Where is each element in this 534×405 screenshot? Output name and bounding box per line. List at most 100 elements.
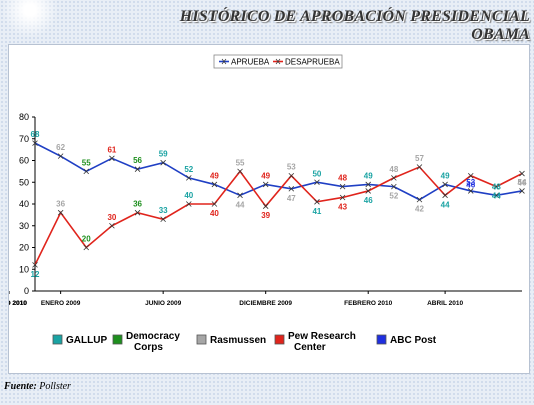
approve-data-label: 44 xyxy=(236,200,245,209)
disapprove-data-label: 53 xyxy=(287,163,296,172)
y-tick-label: 0 xyxy=(24,286,29,296)
disapprove-data-label: 36 xyxy=(133,200,142,209)
approve-data-label: 62 xyxy=(56,143,65,152)
legend-label-desaprueba: DESAPRUEBA xyxy=(285,58,340,67)
disapprove-marker xyxy=(288,172,295,179)
approve-data-label: 61 xyxy=(107,145,116,154)
legend-marker xyxy=(275,58,281,65)
disapprove-data-label: 46 xyxy=(364,196,373,205)
pollster-swatch-gallup xyxy=(52,334,63,345)
disapprove-marker xyxy=(467,172,474,179)
x-date-label: DICIEMBRE 2009 xyxy=(239,300,292,307)
disapprove-marker xyxy=(442,192,448,199)
disapprove-data-label: 55 xyxy=(236,158,245,167)
approve-data-label: 56 xyxy=(133,156,142,165)
approve-marker xyxy=(339,183,346,190)
approve-data-label: 53 xyxy=(466,178,475,187)
y-tick-label: 10 xyxy=(19,264,29,274)
y-tick-label: 60 xyxy=(19,156,29,166)
disapprove-data-label: 57 xyxy=(415,154,424,163)
disapprove-data-label: 46 xyxy=(518,179,527,188)
pollster-label-abc-post: ABC Post xyxy=(390,335,437,346)
approve-marker xyxy=(314,179,320,186)
y-tick-label: 80 xyxy=(19,112,29,122)
approve-marker xyxy=(288,185,295,192)
disapprove-data-label: 46 xyxy=(466,181,475,190)
disapprove-marker xyxy=(134,209,141,216)
approve-marker xyxy=(160,159,166,166)
disapprove-data-label: 48 xyxy=(389,165,398,174)
disapprove-data-label: 41 xyxy=(312,207,321,216)
pollster-label-pew-research-center: Pew Research Center xyxy=(288,331,356,353)
disapprove-data-label: 40 xyxy=(210,209,219,218)
pollster-label-gallup: GALLUP xyxy=(66,335,107,346)
approve-data-label: 49 xyxy=(441,171,450,180)
approve-marker xyxy=(32,140,38,146)
y-tick-label: 70 xyxy=(19,134,29,144)
disapprove-data-label: 39 xyxy=(261,211,270,220)
x-date-label: ENERO 2009 xyxy=(41,300,81,307)
approve-marker xyxy=(186,175,192,181)
disapprove-data-label: 36 xyxy=(56,200,65,209)
approve-marker xyxy=(211,181,218,188)
approve-data-label: 49 xyxy=(364,171,373,180)
approve-marker xyxy=(83,168,90,175)
disapprove-data-label: 44 xyxy=(492,192,501,201)
pollster-label-democracy-corps: Democracy Corps xyxy=(126,331,180,353)
approve-data-label: 47 xyxy=(287,194,296,203)
legend-label-aprueba: APRUEBA xyxy=(231,58,270,67)
approve-data-label: 49 xyxy=(261,171,270,180)
approve-data-label: 55 xyxy=(82,158,91,167)
approve-marker xyxy=(134,166,141,172)
disapprove-marker xyxy=(339,194,346,201)
x-date-label: FEBRERO 2010 xyxy=(344,300,392,307)
x-date-label: JUNIO 2009 xyxy=(145,300,182,307)
disapprove-marker xyxy=(57,209,64,216)
disapprove-data-label: 30 xyxy=(107,213,116,222)
approve-marker xyxy=(109,155,115,162)
approve-data-label: 42 xyxy=(415,205,424,214)
approve-marker xyxy=(467,188,474,194)
approve-marker xyxy=(519,188,525,194)
disapprove-data-label: 40 xyxy=(184,191,193,200)
chart-panel: 0 10 20 30 40 50 60 70 80 ENERO 2009 JUNIO 2009 DIC… xyxy=(8,44,530,374)
page-title: HISTÓRICO DE APROBACIÓN PRESIDENCIAL OBA… xyxy=(179,8,530,43)
disapprove-marker xyxy=(109,222,115,229)
approve-marker xyxy=(442,181,448,188)
source-value: Pollster xyxy=(39,381,71,392)
disapprove-marker xyxy=(365,188,371,194)
pollster-swatch-rasmussen xyxy=(196,334,207,345)
pollster-label-rasmussen: Rasmussen xyxy=(210,335,266,346)
disapprove-marker xyxy=(262,203,269,209)
approve-data-label: 68 xyxy=(31,130,40,139)
y-tick-label: 50 xyxy=(19,177,29,187)
decorative-star-glow xyxy=(0,0,60,40)
pollster-swatch-pew-research-center xyxy=(274,334,285,345)
x-date-label: JUNIO 2010 xyxy=(9,300,27,307)
approve-marker xyxy=(391,183,397,190)
disapprove-marker xyxy=(314,199,320,205)
y-tick-label: 30 xyxy=(19,221,29,231)
disapprove-data-label: 20 xyxy=(82,235,91,244)
approve-data-label: 59 xyxy=(159,150,168,159)
approval-chart: 0 10 20 30 40 50 60 70 80 ENERO 2009 JUNIO 2009 DIC… xyxy=(9,54,527,353)
y-tick-label: 40 xyxy=(19,199,29,209)
legend-marker xyxy=(221,58,227,65)
source-line: Fuente: Pollster xyxy=(4,381,71,392)
source-label: Fuente: xyxy=(4,381,37,392)
approve-marker xyxy=(57,153,64,159)
approve-marker xyxy=(365,181,371,188)
disapprove-series-line xyxy=(34,166,523,266)
approve-marker xyxy=(237,192,243,199)
disapprove-marker xyxy=(211,201,218,207)
disapprove-marker xyxy=(32,262,38,268)
disapprove-data-label: 43 xyxy=(338,202,347,211)
approve-data-label: 50 xyxy=(312,169,321,178)
disapprove-marker xyxy=(391,175,397,181)
disapprove-marker xyxy=(160,216,166,223)
disapprove-marker xyxy=(416,164,423,170)
approve-data-label: 54 xyxy=(518,178,527,187)
disapprove-data-label: 33 xyxy=(159,206,168,215)
approve-series-line xyxy=(34,142,523,201)
approve-data-label: 52 xyxy=(389,192,398,201)
